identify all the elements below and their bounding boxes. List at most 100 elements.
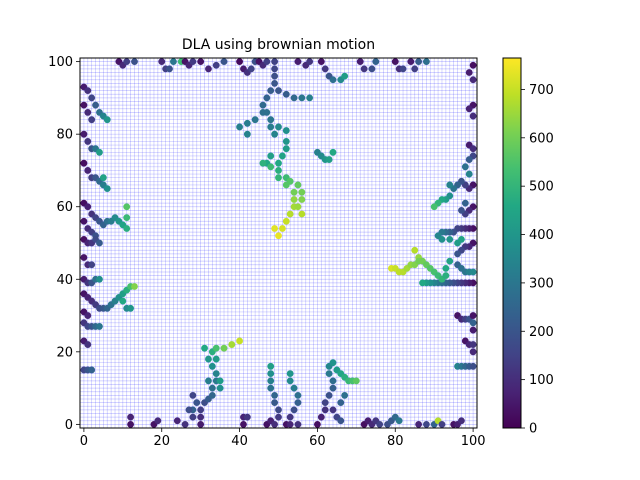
- particle-point: [181, 420, 189, 428]
- particle-point: [352, 377, 360, 385]
- particle-point: [271, 130, 279, 138]
- particle-point: [220, 344, 228, 352]
- y-tick-label: 20: [56, 345, 73, 360]
- plot-frame: [79, 57, 478, 429]
- particle-point: [80, 254, 88, 261]
- particle-point: [201, 344, 208, 352]
- particle-point: [321, 65, 329, 73]
- particle-point: [469, 312, 477, 319]
- particle-point: [438, 420, 446, 428]
- particle-point: [236, 123, 243, 131]
- particle-point: [84, 203, 92, 211]
- particle-point: [286, 420, 294, 428]
- particle-point: [298, 210, 306, 218]
- particle-point: [263, 94, 271, 102]
- particle-point: [189, 413, 197, 421]
- particle-point: [119, 297, 127, 305]
- particle-point: [391, 58, 399, 66]
- particle-point: [271, 420, 279, 428]
- particle-point: [438, 235, 446, 243]
- particle-point: [469, 145, 477, 153]
- particle-point: [298, 196, 306, 203]
- particle-point: [294, 203, 302, 211]
- particle-point: [278, 152, 286, 160]
- particle-point: [243, 413, 251, 421]
- particle-point: [271, 58, 279, 66]
- particle-point: [123, 203, 131, 211]
- particle-point: [458, 206, 465, 214]
- particle-point: [212, 355, 220, 363]
- y-tick-label: 0: [65, 418, 73, 433]
- particle-point: [127, 413, 134, 421]
- particle-point: [341, 72, 349, 80]
- particle-point: [356, 58, 364, 66]
- particle-point: [205, 65, 212, 73]
- particle-point: [84, 341, 92, 348]
- particle-point: [415, 420, 423, 428]
- particle-point: [423, 58, 430, 66]
- particle-point: [205, 377, 212, 385]
- x-tick-label: 40: [231, 434, 248, 449]
- particle-point: [193, 399, 201, 407]
- colorbar-tick-label: 700: [529, 83, 554, 98]
- particle-point: [321, 399, 329, 407]
- particle-point: [271, 79, 279, 87]
- particle-point: [275, 174, 282, 182]
- particle-point: [469, 61, 477, 69]
- particle-point: [461, 199, 469, 207]
- particle-point: [80, 217, 88, 225]
- colorbar-tick-label: 400: [529, 228, 554, 243]
- particle-point: [282, 90, 290, 98]
- particle-point: [99, 174, 107, 182]
- particle-point: [465, 105, 473, 113]
- particle-point: [197, 58, 205, 66]
- particle-point: [263, 58, 271, 66]
- particle-point: [247, 65, 255, 73]
- particle-point: [360, 65, 368, 73]
- particle-point: [286, 413, 294, 421]
- x-tick-label: 80: [387, 434, 404, 449]
- particle-point: [446, 235, 454, 243]
- particle-point: [123, 225, 131, 232]
- colorbar-tick-label: 500: [529, 180, 554, 195]
- particle-point: [271, 225, 279, 232]
- particle-point: [465, 156, 473, 163]
- particle-point: [80, 130, 88, 138]
- particle-point: [368, 65, 376, 73]
- particle-point: [267, 152, 275, 160]
- plot-background: [80, 58, 477, 428]
- particle-point: [290, 196, 298, 203]
- y-tick-label: 60: [56, 200, 73, 215]
- particle-point: [376, 420, 384, 428]
- particle-point: [84, 167, 92, 174]
- particle-point: [275, 413, 282, 421]
- particle-point: [88, 94, 96, 102]
- particle-point: [275, 406, 282, 414]
- colorbar-tick-label: 600: [529, 131, 554, 146]
- particle-point: [419, 279, 426, 287]
- particle-point: [267, 377, 275, 385]
- particle-point: [216, 377, 224, 385]
- particle-point: [469, 348, 477, 356]
- particle-point: [329, 148, 337, 156]
- colorbar-frame: [502, 57, 522, 429]
- particle-point: [325, 370, 333, 377]
- chart-title: DLA using brownian motion: [182, 37, 375, 53]
- particle-point: [267, 87, 275, 95]
- particle-point: [185, 406, 193, 414]
- particle-point: [286, 210, 294, 218]
- particle-point: [458, 235, 465, 243]
- particle-point: [158, 58, 166, 66]
- particle-point: [127, 304, 134, 312]
- particle-point: [103, 116, 111, 124]
- particle-point: [329, 359, 337, 367]
- particle-point: [469, 362, 477, 370]
- particle-point: [173, 417, 181, 425]
- particle-point: [267, 116, 275, 124]
- particle-point: [166, 65, 173, 73]
- y-tick-label: 80: [56, 128, 73, 143]
- particle-points: [80, 58, 477, 428]
- particle-point: [131, 58, 138, 66]
- particle-point: [189, 58, 197, 66]
